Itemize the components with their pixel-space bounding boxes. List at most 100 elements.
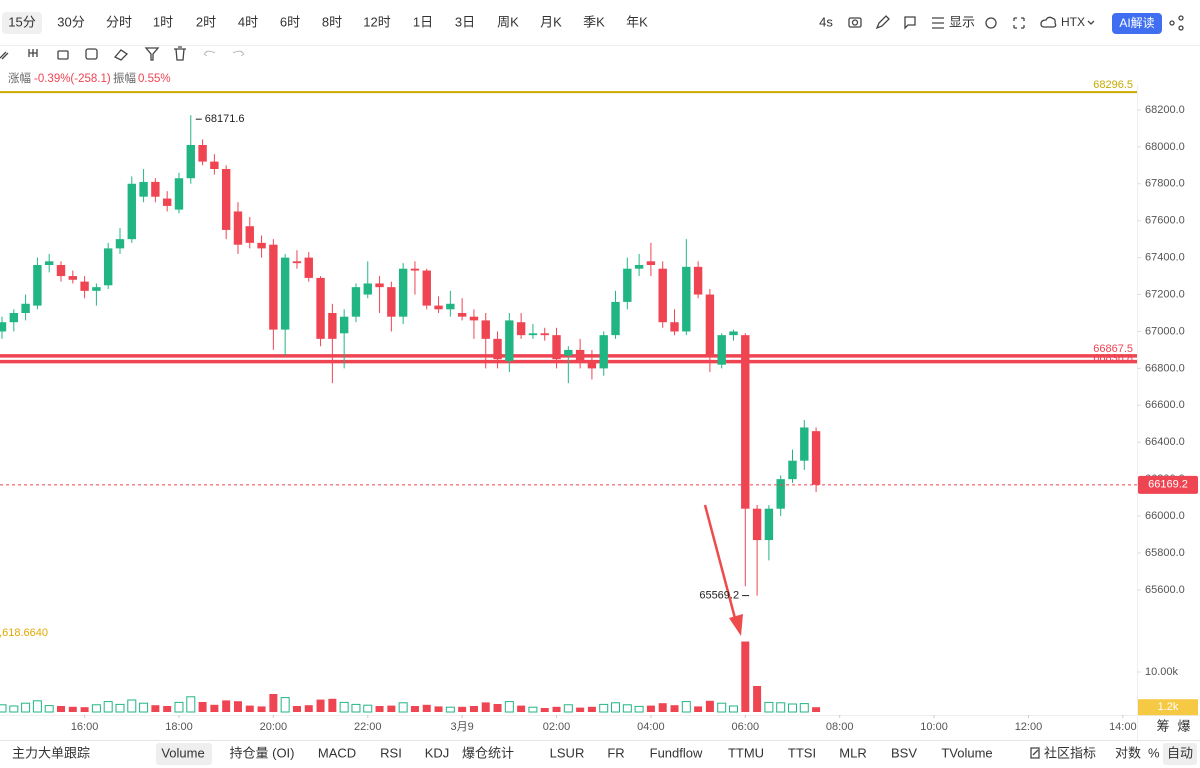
candle-body xyxy=(198,145,207,162)
candle-body xyxy=(80,281,89,291)
candle-body xyxy=(564,349,573,356)
ai-button[interactable] xyxy=(1112,13,1162,34)
timeframe-tab[interactable]: 4时 xyxy=(238,14,258,29)
camera-lens[interactable] xyxy=(851,19,859,26)
timeframe-tab[interactable]: 15分 xyxy=(8,14,35,29)
timeframe-tab[interactable]: 季K xyxy=(583,14,605,29)
tool-icon[interactable] xyxy=(144,47,160,61)
indicator-tab[interactable]: TTMU xyxy=(728,745,764,760)
volume-bar xyxy=(787,703,797,713)
pen-icon[interactable] xyxy=(875,15,890,30)
indicator-tab[interactable]: Volume xyxy=(161,745,204,760)
candle-body xyxy=(245,226,254,243)
display-icon[interactable] xyxy=(932,17,944,29)
timeframe-tab[interactable]: 2时 xyxy=(196,14,216,29)
tool-icon[interactable] xyxy=(85,48,98,60)
indicator-tab[interactable]: KDJ xyxy=(425,745,450,760)
tool-icon[interactable] xyxy=(57,50,69,60)
community-indicators[interactable]: 社区指标 xyxy=(1044,745,1096,760)
share-icon[interactable] xyxy=(1169,20,1175,26)
timeframe-tab[interactable]: 分时 xyxy=(106,14,132,29)
indicator-tab[interactable]: LSUR xyxy=(550,745,585,760)
indicator-tab[interactable]: RSI xyxy=(380,745,402,760)
candle-body xyxy=(375,283,384,288)
indicator-tab[interactable]: TTSI xyxy=(788,745,816,760)
exchange-selector[interactable]: HTX xyxy=(1061,15,1085,29)
timeframe-tab[interactable]: 12时 xyxy=(363,14,390,29)
indicator-tab[interactable]: TVolume xyxy=(941,745,992,760)
share-icon[interactable] xyxy=(1178,25,1184,31)
drawing-tools[interactable] xyxy=(0,46,245,61)
timeframe-tab[interactable]: 月K xyxy=(540,14,562,29)
volume-bar xyxy=(410,706,419,712)
amplitude-label: 振幅 xyxy=(113,71,136,85)
timeframe-tab[interactable]: 6时 xyxy=(280,14,300,29)
candle-body xyxy=(33,265,42,306)
axis-extra[interactable]: 筹 xyxy=(1156,718,1169,733)
volume-bar xyxy=(233,701,242,712)
x-tick-label: 04:00 xyxy=(637,721,665,733)
note-icon[interactable] xyxy=(904,16,916,30)
volume-bar xyxy=(210,704,219,712)
timeframe-tab[interactable]: 1日 xyxy=(413,14,433,29)
volume-bar xyxy=(481,702,490,712)
indicator-tab[interactable]: MACD xyxy=(318,745,356,760)
percent-toggle[interactable]: % xyxy=(1148,745,1160,760)
candle-body xyxy=(115,239,125,249)
candle-body xyxy=(741,335,750,509)
settings-icon[interactable] xyxy=(985,17,997,29)
indicator-tab[interactable]: 持仓量 (OI) xyxy=(230,745,295,760)
indicator-tab[interactable]: FR xyxy=(607,745,624,760)
timeframe-tab[interactable]: 3日 xyxy=(455,14,475,29)
timeframe-tab[interactable]: 周K xyxy=(497,14,519,29)
volume-bar xyxy=(587,706,596,712)
indicator-tab[interactable]: MLR xyxy=(839,745,866,760)
candle-body xyxy=(328,313,337,339)
cloud-icon[interactable] xyxy=(1040,16,1057,28)
volume-bar xyxy=(115,703,125,713)
candle-body xyxy=(221,169,231,230)
timeframe-tab[interactable]: 1时 xyxy=(153,14,173,29)
undo-icon[interactable] xyxy=(203,50,216,57)
candle-body xyxy=(269,244,278,330)
axis-extra[interactable]: 爆 xyxy=(1177,718,1190,733)
auto-toggle[interactable]: 自动 xyxy=(1167,745,1193,760)
tool-icon[interactable] xyxy=(0,51,9,60)
candle-body xyxy=(56,265,66,277)
community-icon[interactable] xyxy=(1030,747,1040,759)
candle-body xyxy=(162,198,172,206)
ai-label[interactable]: AI解读 xyxy=(1119,16,1154,30)
tool-icon[interactable] xyxy=(113,49,129,61)
log-toggle[interactable]: 对数 xyxy=(1115,745,1141,760)
timeframe-tab[interactable]: 8时 xyxy=(322,14,342,29)
refresh-interval[interactable]: 4s xyxy=(819,14,833,29)
volume-bar xyxy=(139,702,149,713)
volume-bar xyxy=(80,707,89,712)
y-tick-label: 66600.0 xyxy=(1145,399,1185,411)
display-button[interactable]: 显示 xyxy=(949,14,975,29)
candle-body xyxy=(68,276,77,280)
tool-icon[interactable] xyxy=(174,46,186,61)
share-icon[interactable] xyxy=(1178,15,1184,21)
big-order-tracking[interactable]: 主力大单跟踪 xyxy=(12,745,90,760)
redo-icon[interactable] xyxy=(232,50,245,57)
timeframe-tab[interactable]: 年K xyxy=(626,14,648,29)
tool-icon[interactable] xyxy=(28,49,38,57)
toolbar-icons[interactable] xyxy=(848,13,1184,34)
amplitude-value: 0.55% xyxy=(138,73,171,85)
indicator-tab[interactable]: 爆仓统计 xyxy=(462,745,514,760)
camera-icon[interactable] xyxy=(848,17,862,28)
volume-bar xyxy=(91,704,101,713)
candle-body xyxy=(139,181,148,197)
volume-bar xyxy=(304,705,313,712)
timeframe-tab[interactable]: 30分 xyxy=(57,14,84,29)
volume-bar xyxy=(764,701,774,713)
volume-bar xyxy=(363,704,373,713)
fullscreen-icon[interactable] xyxy=(1013,17,1025,29)
indicator-tab[interactable]: BSV xyxy=(891,745,917,760)
indicator-tab[interactable]: Fundflow xyxy=(650,745,703,760)
last-price-tag xyxy=(1138,475,1198,494)
dropdown-icon[interactable] xyxy=(1087,20,1095,25)
volume-bar xyxy=(32,700,42,713)
